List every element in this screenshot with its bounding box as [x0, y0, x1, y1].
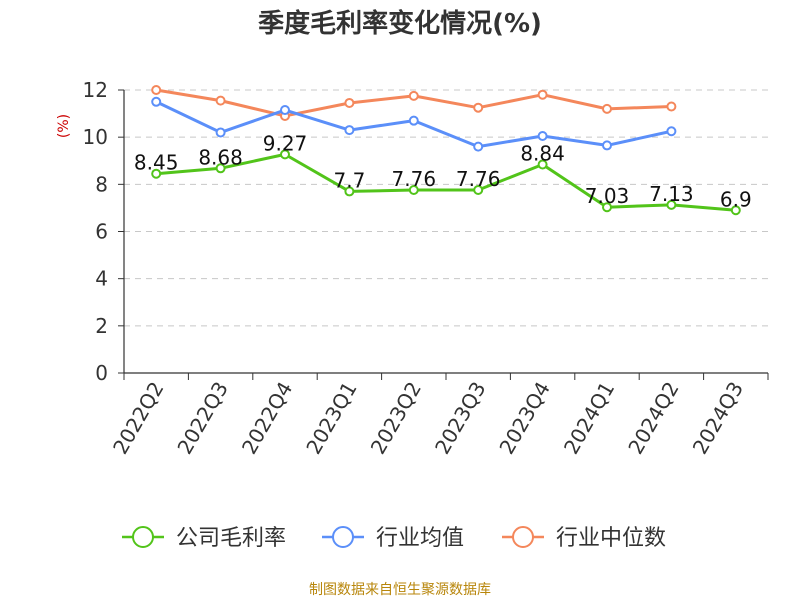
- y-tick-label: 6: [95, 220, 108, 244]
- x-tick-label: 2023Q3: [430, 378, 490, 459]
- data-point: [280, 149, 290, 160]
- x-tick-label: 2023Q2: [366, 378, 426, 459]
- y-tick-label: 2: [95, 314, 108, 338]
- x-tick-label: 2024Q3: [688, 378, 748, 459]
- data-label: 7.03: [585, 184, 630, 208]
- data-point: [602, 202, 612, 213]
- data-label: 7.13: [649, 182, 694, 206]
- data-point: [408, 90, 419, 101]
- y-tick-label: 8: [95, 172, 108, 196]
- data-point: [537, 89, 548, 100]
- data-point: [280, 105, 290, 116]
- data-point: [344, 125, 355, 136]
- legend: 公司毛利率 行业均值 行业中位数: [122, 526, 666, 551]
- data-label: 8.45: [134, 151, 179, 175]
- source-note: 制图数据来自恒生聚源数据库: [309, 582, 491, 598]
- legend-marker: [512, 526, 534, 548]
- data-point: [602, 103, 612, 114]
- data-points: [151, 85, 741, 216]
- x-tick-label: 2022Q2: [108, 378, 168, 459]
- x-tick-label: 2023Q4: [494, 378, 554, 459]
- legend-label: 行业中位数: [556, 526, 666, 551]
- data-point: [215, 127, 226, 138]
- data-point: [473, 102, 484, 113]
- data-label: 6.9: [720, 187, 752, 211]
- y-tick-label: 10: [83, 125, 108, 149]
- y-tick-label: 12: [83, 78, 108, 102]
- data-label: 8.68: [198, 145, 243, 169]
- legend-label: 行业均值: [376, 526, 464, 551]
- series-line: [156, 152, 736, 212]
- data-point: [537, 159, 548, 170]
- data-label: 7.76: [392, 167, 437, 191]
- data-point: [537, 130, 548, 141]
- y-axis-unit-label: (%): [56, 114, 72, 138]
- data-point: [151, 96, 162, 107]
- data-point: [151, 168, 162, 179]
- data-label: 8.84: [520, 142, 565, 166]
- data-point: [473, 184, 484, 195]
- legend-item: 公司毛利率: [122, 526, 286, 551]
- data-label: 7.76: [456, 167, 501, 191]
- data-point: [151, 85, 162, 95]
- data-point: [344, 97, 355, 108]
- chart-title: 季度毛利率变化情况(%): [258, 8, 542, 39]
- legend-marker: [132, 526, 154, 548]
- data-point: [215, 163, 226, 174]
- data-point: [666, 126, 677, 137]
- data-label: 9.27: [263, 131, 308, 155]
- data-point: [666, 101, 677, 112]
- data-label: 7.7: [333, 168, 365, 192]
- grid-lines: [124, 89, 768, 327]
- x-tick-label: 2024Q2: [623, 378, 683, 459]
- data-point: [408, 184, 419, 195]
- data-point: [473, 141, 484, 152]
- legend-item: 行业均值: [322, 526, 464, 551]
- legend-marker: [332, 526, 354, 548]
- y-tick-label: 0: [95, 361, 108, 385]
- x-tick-label: 2022Q3: [172, 378, 232, 459]
- data-point: [666, 199, 677, 210]
- data-point: [215, 95, 226, 106]
- x-tick-label: 2023Q1: [301, 378, 361, 459]
- data-point: [730, 205, 741, 216]
- legend-item: 行业中位数: [502, 526, 666, 551]
- data-point: [602, 140, 612, 151]
- x-tick-label: 2024Q1: [559, 378, 619, 459]
- x-tick-label: 2022Q4: [237, 378, 297, 459]
- legend-label: 公司毛利率: [176, 526, 286, 551]
- y-tick-label: 4: [95, 267, 108, 291]
- data-point: [408, 115, 419, 126]
- data-labels: 8.45 8.68 9.27 7.7 7.76 7.76 8.84 7.03 7.13 6.9: [134, 131, 752, 211]
- data-point: [344, 186, 355, 197]
